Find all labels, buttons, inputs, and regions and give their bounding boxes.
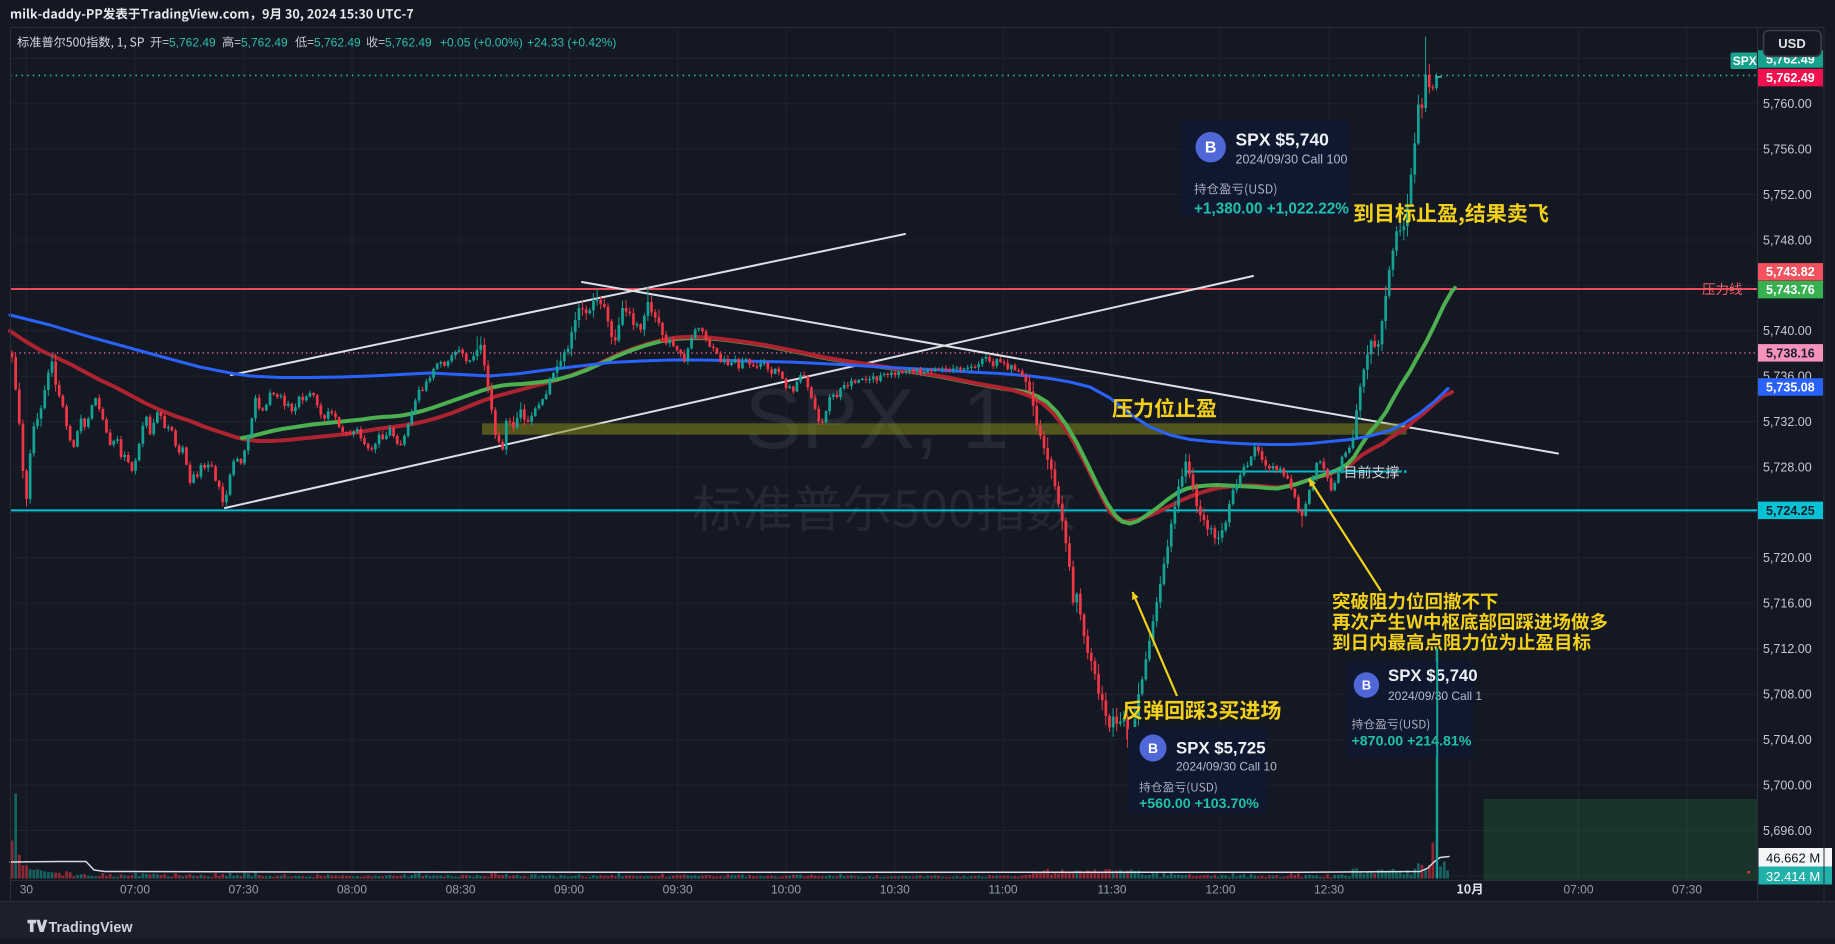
svg-text:5,735.08: 5,735.08 xyxy=(1766,380,1815,394)
svg-text:SPX $5,740: SPX $5,740 xyxy=(1388,666,1478,685)
svg-text:5,716.00: 5,716.00 xyxy=(1763,597,1812,611)
svg-text:5,700.00: 5,700.00 xyxy=(1763,778,1812,792)
svg-text:5,720.00: 5,720.00 xyxy=(1763,551,1812,565)
svg-text:5,752.00: 5,752.00 xyxy=(1763,188,1812,202)
svg-text:5,712.00: 5,712.00 xyxy=(1763,642,1812,656)
svg-text:5,704.00: 5,704.00 xyxy=(1763,733,1812,747)
svg-text:+560.00 +103.70%: +560.00 +103.70% xyxy=(1139,796,1259,812)
svg-text:5,760.00: 5,760.00 xyxy=(1763,97,1812,111)
svg-text:+0.05 (+0.00%): +0.05 (+0.00%) xyxy=(440,36,523,50)
svg-text:USD: USD xyxy=(1778,36,1805,51)
svg-text:07:30: 07:30 xyxy=(228,883,258,897)
svg-text:5,732.00: 5,732.00 xyxy=(1763,415,1812,429)
svg-text:5,762.49: 5,762.49 xyxy=(314,36,361,50)
svg-text:SPX $5,740: SPX $5,740 xyxy=(1236,130,1330,150)
svg-text:5,762.49: 5,762.49 xyxy=(169,36,216,50)
svg-text:30: 30 xyxy=(20,883,34,897)
svg-text:B: B xyxy=(1205,140,1217,157)
svg-text:11:00: 11:00 xyxy=(988,883,1017,897)
svg-text:5,748.00: 5,748.00 xyxy=(1763,233,1812,247)
svg-text:09:00: 09:00 xyxy=(554,883,584,897)
svg-text:5,740.00: 5,740.00 xyxy=(1763,324,1812,338)
svg-text:2024/09/30 Call 10: 2024/09/30 Call 10 xyxy=(1176,760,1277,774)
svg-text:5,738.16: 5,738.16 xyxy=(1766,346,1815,360)
svg-text:10:00: 10:00 xyxy=(771,883,801,897)
svg-text:5,728.00: 5,728.00 xyxy=(1763,460,1812,474)
svg-text:SPX, 1: SPX, 1 xyxy=(745,372,1010,467)
svg-text:08:30: 08:30 xyxy=(446,883,476,897)
svg-text:12:00: 12:00 xyxy=(1205,883,1235,897)
svg-text:SPX $5,725: SPX $5,725 xyxy=(1176,739,1266,758)
svg-text:5,756.00: 5,756.00 xyxy=(1763,142,1812,156)
svg-text:5,762.49: 5,762.49 xyxy=(241,36,288,50)
svg-text:5,743.76: 5,743.76 xyxy=(1766,283,1815,297)
svg-text:46.662 M: 46.662 M xyxy=(1766,850,1820,865)
svg-text:TradingView: TradingView xyxy=(49,920,134,936)
svg-text:5,762.49: 5,762.49 xyxy=(385,36,432,50)
svg-text:5,708.00: 5,708.00 xyxy=(1763,688,1812,702)
svg-text:SPX: SPX xyxy=(1733,54,1757,68)
svg-text:B: B xyxy=(1362,678,1371,693)
svg-text:+24.33 (+0.42%): +24.33 (+0.42%) xyxy=(527,36,616,50)
svg-text:07:30: 07:30 xyxy=(1672,883,1702,897)
svg-text:08:00: 08:00 xyxy=(337,883,367,897)
svg-text:2024/09/30 Call 100: 2024/09/30 Call 100 xyxy=(1236,153,1348,167)
svg-text:07:00: 07:00 xyxy=(1563,883,1593,897)
svg-text:5,724.25: 5,724.25 xyxy=(1766,504,1815,518)
svg-text:11:30: 11:30 xyxy=(1097,883,1126,897)
svg-text:5,743.82: 5,743.82 xyxy=(1766,265,1815,279)
svg-text:09:30: 09:30 xyxy=(663,883,693,897)
svg-text:B: B xyxy=(1148,740,1158,756)
svg-text:5,696.00: 5,696.00 xyxy=(1763,824,1812,838)
svg-text:32.414 M: 32.414 M xyxy=(1766,869,1820,884)
svg-text:10:30: 10:30 xyxy=(880,883,910,897)
svg-text:12:30: 12:30 xyxy=(1314,883,1344,897)
svg-text:+870.00 +214.81%: +870.00 +214.81% xyxy=(1352,734,1472,750)
svg-text:07:00: 07:00 xyxy=(120,883,150,897)
svg-text:5,762.49: 5,762.49 xyxy=(1766,71,1815,85)
svg-text:2024/09/30 Call 1: 2024/09/30 Call 1 xyxy=(1388,689,1482,703)
svg-text:+1,380.00 +1,022.22%: +1,380.00 +1,022.22% xyxy=(1194,201,1349,218)
